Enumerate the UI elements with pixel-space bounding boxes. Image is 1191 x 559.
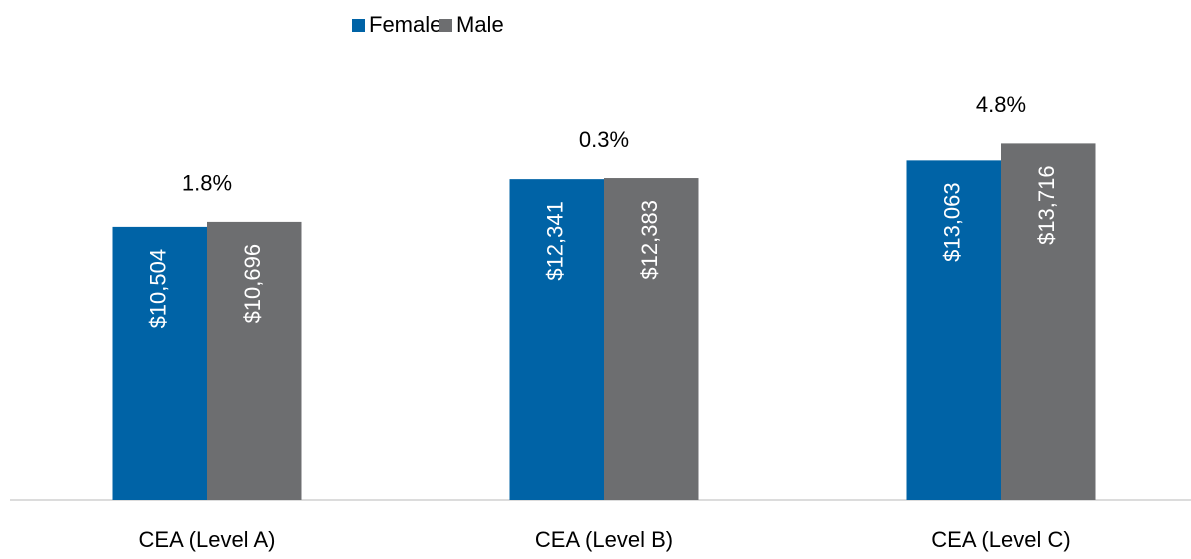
bar [906,160,1001,500]
annotation: 1.8% [182,171,232,196]
x-tick-label: CEA (Level C) [931,527,1070,552]
bar [509,179,604,500]
x-tick-label: CEA (Level A) [139,527,276,552]
bar [112,226,207,500]
legend-swatch [439,19,452,32]
legend-label: Female [369,12,442,37]
value-label: $13,716 [1034,165,1059,245]
annotation: 4.8% [976,92,1026,117]
value-label: $10,504 [146,249,171,329]
annotation: 0.3% [579,127,629,152]
legend-swatch [352,19,365,32]
value-label: $10,696 [240,244,265,324]
bar [1001,143,1096,500]
value-label: $12,383 [637,200,662,280]
bar [207,221,302,501]
value-label: $12,341 [543,201,568,281]
value-label: $13,063 [940,182,965,262]
x-tick-label: CEA (Level B) [535,527,673,552]
bar [604,178,699,501]
legend-label: Male [456,12,504,37]
